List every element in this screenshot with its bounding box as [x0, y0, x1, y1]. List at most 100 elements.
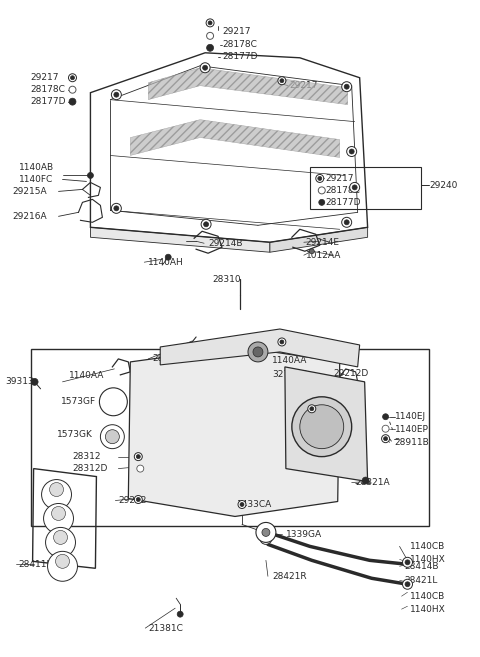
Circle shape — [316, 175, 324, 183]
Circle shape — [71, 76, 74, 79]
Circle shape — [280, 340, 284, 344]
Circle shape — [114, 206, 119, 211]
Text: 32795C: 32795C — [272, 371, 307, 379]
Circle shape — [382, 435, 390, 443]
Circle shape — [54, 530, 68, 545]
Circle shape — [206, 32, 214, 39]
Text: 1012AA: 1012AA — [306, 251, 341, 260]
Text: 28178C: 28178C — [222, 40, 257, 49]
Text: 28177D: 28177D — [31, 97, 66, 106]
Circle shape — [111, 204, 121, 214]
Circle shape — [350, 183, 360, 193]
Text: 1140EP: 1140EP — [395, 425, 429, 434]
Circle shape — [405, 560, 410, 565]
Circle shape — [256, 522, 276, 543]
Text: 1140EJ: 1140EJ — [395, 412, 426, 421]
Circle shape — [51, 507, 65, 520]
Circle shape — [137, 465, 144, 472]
Circle shape — [319, 199, 325, 206]
Circle shape — [114, 92, 119, 97]
Text: 28321A: 28321A — [356, 478, 390, 487]
Text: 1573GF: 1573GF — [60, 397, 96, 406]
Text: 29217: 29217 — [222, 28, 251, 36]
Circle shape — [405, 581, 410, 587]
Circle shape — [278, 77, 286, 85]
Text: 28177D: 28177D — [222, 53, 258, 61]
Circle shape — [248, 342, 268, 362]
Text: 1140HX: 1140HX — [409, 555, 445, 564]
Circle shape — [352, 185, 357, 190]
Circle shape — [208, 21, 212, 25]
Circle shape — [347, 147, 357, 156]
Circle shape — [165, 254, 171, 260]
Circle shape — [106, 430, 120, 443]
Text: 1140AA: 1140AA — [69, 371, 104, 380]
Circle shape — [69, 74, 76, 81]
Circle shape — [309, 249, 314, 254]
Circle shape — [44, 503, 73, 533]
Text: 28312D: 28312D — [72, 464, 108, 473]
Polygon shape — [160, 329, 360, 367]
Bar — [310, 168, 421, 210]
Circle shape — [278, 338, 286, 346]
Circle shape — [42, 480, 72, 509]
Circle shape — [263, 535, 269, 541]
Circle shape — [300, 405, 344, 449]
Text: 39313: 39313 — [6, 377, 35, 386]
Circle shape — [403, 579, 412, 589]
Polygon shape — [285, 367, 368, 482]
Circle shape — [203, 65, 207, 70]
Circle shape — [136, 455, 140, 459]
Bar — [31, 349, 430, 526]
Polygon shape — [90, 227, 270, 252]
Text: 29214E: 29214E — [306, 238, 340, 247]
Circle shape — [362, 477, 369, 484]
Circle shape — [383, 414, 389, 420]
Text: 1140CB: 1140CB — [409, 592, 445, 600]
Text: 29240: 29240 — [430, 181, 458, 190]
Circle shape — [134, 495, 142, 503]
Text: 28177D: 28177D — [326, 198, 361, 207]
Polygon shape — [130, 120, 340, 158]
Circle shape — [134, 453, 142, 461]
Text: 28411B: 28411B — [19, 560, 53, 569]
Circle shape — [260, 532, 272, 545]
Text: 1151CC: 1151CC — [304, 407, 339, 417]
Circle shape — [48, 551, 77, 581]
Text: 29212: 29212 — [119, 496, 147, 505]
Circle shape — [318, 177, 322, 181]
Circle shape — [342, 217, 352, 227]
Text: 28414B: 28414B — [405, 562, 439, 571]
Circle shape — [69, 98, 76, 105]
Text: 1140HX: 1140HX — [409, 604, 445, 614]
Circle shape — [344, 84, 349, 89]
Circle shape — [87, 172, 94, 179]
Text: 29217: 29217 — [290, 81, 318, 90]
Circle shape — [49, 482, 63, 497]
Text: 1339GA: 1339GA — [286, 530, 322, 539]
Circle shape — [56, 555, 70, 568]
Circle shape — [201, 219, 211, 229]
Circle shape — [177, 611, 183, 617]
Text: 21381C: 21381C — [148, 623, 183, 633]
Text: 29214B: 29214B — [208, 238, 242, 248]
Text: 1140CB: 1140CB — [409, 542, 445, 551]
Circle shape — [136, 497, 140, 501]
Circle shape — [349, 149, 354, 154]
Text: 1140AA: 1140AA — [272, 356, 307, 365]
Circle shape — [308, 405, 316, 413]
Text: 28318: 28318 — [152, 354, 181, 363]
Text: 28312: 28312 — [72, 452, 101, 461]
Circle shape — [200, 63, 210, 73]
Circle shape — [46, 528, 75, 557]
Circle shape — [292, 397, 352, 457]
Circle shape — [342, 81, 352, 92]
Circle shape — [111, 90, 121, 100]
Circle shape — [240, 503, 244, 507]
Text: 28421R: 28421R — [272, 572, 307, 581]
Circle shape — [384, 437, 387, 441]
Text: 28178C: 28178C — [31, 85, 65, 94]
Text: 29217: 29217 — [326, 174, 354, 183]
Circle shape — [280, 79, 284, 83]
Polygon shape — [148, 68, 348, 104]
